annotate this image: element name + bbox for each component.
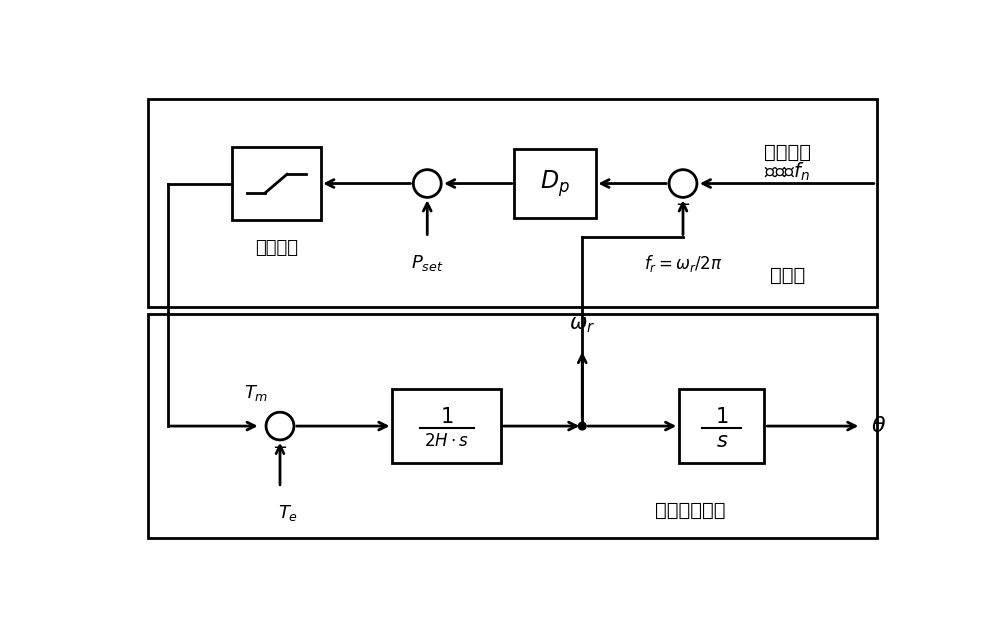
Text: $\theta$: $\theta$ [871, 416, 887, 436]
Text: 限幅环节: 限幅环节 [255, 239, 298, 257]
Text: $1$: $1$ [440, 407, 453, 427]
Text: $1$: $1$ [715, 407, 728, 427]
Bar [392, 389, 501, 463]
Bar [148, 99, 877, 307]
Circle shape [413, 170, 441, 198]
Text: $P_{set}$: $P_{set}$ [411, 253, 444, 273]
Text: $T_m$: $T_m$ [244, 383, 268, 403]
Text: 转子运动方程: 转子运动方程 [656, 501, 726, 521]
Bar [232, 147, 321, 220]
Circle shape [578, 422, 586, 430]
Text: $-$: $-$ [675, 194, 691, 212]
Text: $2H\cdot s$: $2H\cdot s$ [424, 432, 469, 451]
Text: $T_e$: $T_e$ [278, 503, 298, 523]
Text: 设定值$f_n$: 设定值$f_n$ [764, 161, 811, 183]
Bar [514, 149, 596, 218]
Text: $f_r=\omega_r/2\pi$: $f_r=\omega_r/2\pi$ [644, 253, 722, 274]
Text: 电网频率: 电网频率 [764, 143, 811, 162]
Circle shape [669, 170, 697, 198]
Text: $s$: $s$ [716, 432, 728, 451]
Text: $\omega_r$: $\omega_r$ [569, 316, 595, 335]
Bar [679, 389, 764, 463]
Circle shape [266, 412, 294, 440]
Text: $D_p$: $D_p$ [540, 168, 570, 199]
Text: $-$: $-$ [272, 437, 288, 455]
Text: 调速器: 调速器 [770, 266, 805, 285]
Bar [148, 314, 877, 538]
